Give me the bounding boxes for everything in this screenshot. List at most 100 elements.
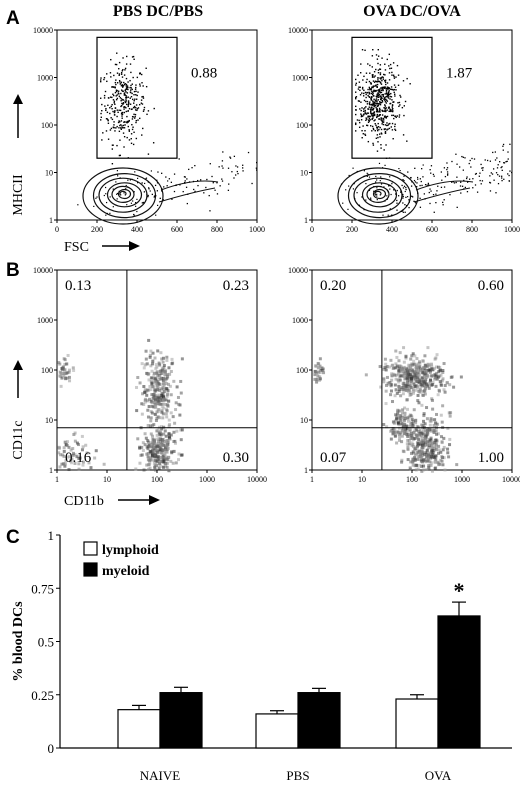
panel-b2-density-cell <box>446 426 450 430</box>
panel-b2-density-cell <box>396 372 400 376</box>
panel-b1-density-cell <box>145 393 149 397</box>
panel-b1-density-cell <box>164 373 168 377</box>
panel-a2-event-dot <box>386 129 388 131</box>
panel-a2-event-dot <box>360 109 362 112</box>
panel-a2-event-dot <box>384 69 387 71</box>
panel-a1-event-dot <box>139 117 141 120</box>
panel-a2-event-dot <box>363 99 366 102</box>
panel-a1-event-dot <box>134 117 136 119</box>
panel-a2-event-dot <box>361 92 363 94</box>
panel-a1-event-dot <box>136 94 138 97</box>
panel-a2-event-dot <box>355 96 357 99</box>
panel-a2-event-dot <box>496 167 499 169</box>
panel-b2-density-cell <box>432 444 436 448</box>
panel-b1-density-cell <box>160 366 164 370</box>
panel-b1-density-cell <box>148 355 152 359</box>
panel-a2-event-dot <box>413 200 415 202</box>
panel-a2-event-dot <box>469 159 471 162</box>
panel-b2-density-cell <box>426 430 430 434</box>
panel-b1-density-cell <box>162 366 166 370</box>
panel-a2-event-dot <box>387 214 389 216</box>
panel-b2-density-cell <box>405 424 409 428</box>
panel-b2-density-cell <box>421 458 425 462</box>
panel-a1-event-dot <box>212 182 214 184</box>
panel-b1-density-cell <box>163 462 167 466</box>
panel-a2-event-dot <box>435 201 437 204</box>
panel-a1-event-dot <box>237 172 239 175</box>
panel-a2-event-dot <box>392 89 395 91</box>
panel-a1-event-dot <box>206 178 208 181</box>
panel-a1-event-dot <box>125 98 127 100</box>
panel-b1-density-cell <box>154 367 158 371</box>
panel-b1-density-cell <box>149 376 153 380</box>
panel-b2-density-cell <box>397 389 401 393</box>
panel-a2-event-dot <box>443 186 446 188</box>
panel-a2-event-dot <box>382 214 384 216</box>
panel-a2-event-dot <box>381 120 383 123</box>
panel-b2-density-cell <box>407 388 411 392</box>
panel-a2-xtick-label: 800 <box>466 225 478 234</box>
panel-a1-event-dot <box>209 210 211 212</box>
panel-a2-event-dot <box>388 65 390 67</box>
panel-a1-event-dot <box>175 184 177 187</box>
panel-b2-density-cell <box>428 370 432 374</box>
panel-b2-density-cell <box>409 357 413 361</box>
panel-b2-density-cell <box>427 465 431 469</box>
panel-b1-density-cell <box>173 421 177 425</box>
panel-a1-event-dot <box>147 110 150 112</box>
panel-b2-density-cell <box>424 451 428 455</box>
panel-b2-ytick-label: 1000 <box>292 316 308 325</box>
panel-b2-density-cell <box>423 432 427 436</box>
panel-a2-event-dot <box>466 181 469 183</box>
panel-b2-density-cell <box>400 367 404 371</box>
panel-a2-event-dot <box>366 118 368 120</box>
panel-b2-density-cell <box>428 419 432 423</box>
panel-b1-density-cell <box>146 415 150 419</box>
panel-b2-density-cell <box>416 467 420 471</box>
panel-a1-event-dot <box>146 194 148 196</box>
panel-b2-density-cell <box>393 394 397 398</box>
panel-a2-event-dot <box>375 137 378 139</box>
panel-a2-event-dot <box>373 103 375 106</box>
panel-a2-event-dot <box>489 160 492 162</box>
panel-a1-event-dot <box>118 127 120 129</box>
panel-a1-event-dot <box>119 139 121 141</box>
panel-a1-event-dot <box>124 67 127 70</box>
panel-a1-event-dot <box>135 107 137 109</box>
panel-a1-event-dot <box>130 108 133 111</box>
panel-b2-density-cell <box>404 356 408 360</box>
panel-a2-event-dot <box>369 64 371 67</box>
panel-a1-event-dot <box>184 180 186 182</box>
panel-a2-event-dot <box>385 144 387 146</box>
panel-a1-event-dot <box>133 214 135 216</box>
panel-a2-event-dot <box>366 124 369 127</box>
panel-a2-event-dot <box>384 80 386 82</box>
panel-b2-density-cell <box>423 380 427 384</box>
panel-a1-event-dot <box>141 202 144 204</box>
panel-b1-density-cell <box>142 468 146 472</box>
panel-b2-density-cell <box>428 454 432 458</box>
panel-a1-event-dot <box>121 115 123 117</box>
panel-a2-event-dot <box>385 107 388 109</box>
panel-b2-density-cell <box>400 440 404 444</box>
panel-a2-event-dot <box>502 145 504 147</box>
panel-b1-density-cell <box>152 438 156 442</box>
panel-a2-event-dot <box>369 119 371 121</box>
panel-b1-density-cell <box>169 369 173 373</box>
panel-a1-event-dot <box>118 79 121 82</box>
panel-b2-density-cell <box>403 388 407 392</box>
panel-b1-density-cell <box>152 401 156 405</box>
panel-a1-event-dot <box>117 90 120 92</box>
panel-b1-density-cell <box>153 398 157 402</box>
panel-a2-event-dot <box>367 94 369 97</box>
panel-a2-event-dot <box>382 121 385 123</box>
panel-b2-density-cell <box>437 451 441 455</box>
panel-b1-density-cell <box>167 382 171 386</box>
panel-b2-density-cell <box>402 418 406 422</box>
panel-b2-density-cell <box>438 365 442 369</box>
panel-b2-density-cell <box>413 458 417 462</box>
panel-a1-event-dot <box>229 156 231 158</box>
panel-a2-event-dot <box>359 86 361 88</box>
panel-a1-event-dot <box>111 148 114 150</box>
